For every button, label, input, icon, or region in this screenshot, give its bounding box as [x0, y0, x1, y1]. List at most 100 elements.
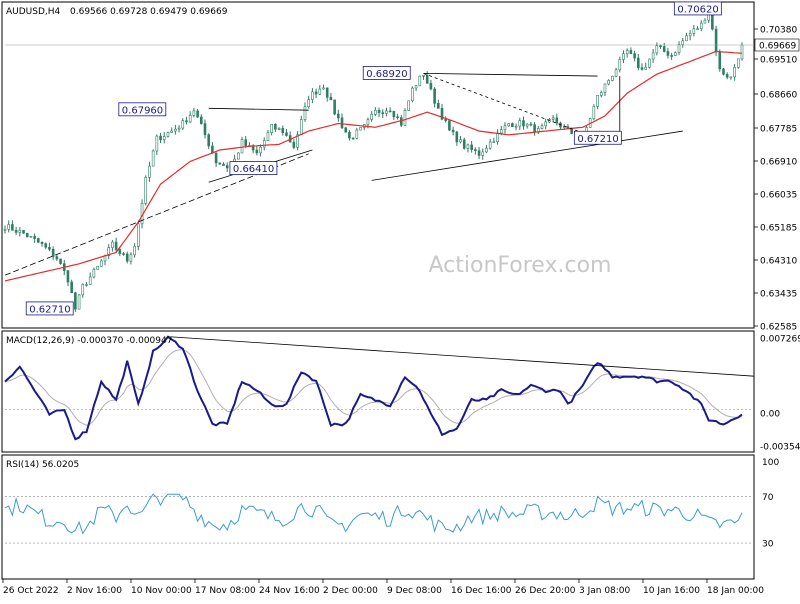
- candle-body: [111, 241, 114, 249]
- x-tick-label: 26 Oct 2022: [3, 586, 59, 596]
- candle-body: [337, 113, 340, 119]
- candle-body: [70, 281, 73, 293]
- candle-body: [151, 150, 155, 167]
- candle-body: [722, 68, 725, 75]
- rsi-layer: [4, 493, 754, 544]
- candle-body: [48, 246, 51, 250]
- candle-body: [277, 128, 281, 130]
- y-tick-label: 0.65185: [760, 224, 797, 234]
- candle-body: [681, 40, 685, 45]
- macd-signal-line: [4, 349, 743, 426]
- candle-body: [677, 44, 681, 54]
- candle-body: [359, 127, 362, 131]
- candle-body: [166, 132, 170, 137]
- candle-body: [699, 22, 703, 29]
- price-annotation-box: [25, 301, 74, 316]
- axis-layer: 0.70380 0.69510 0.68660 0.67785 0.66910 0.660…: [2, 26, 800, 596]
- candle-body: [192, 110, 196, 116]
- candle-body: [18, 230, 22, 233]
- candle-body: [481, 151, 485, 156]
- candle-body: [492, 141, 496, 143]
- candle-body: [333, 99, 336, 115]
- candle-body: [303, 106, 307, 120]
- sma-line: [4, 50, 743, 282]
- candle-body: [44, 243, 48, 248]
- candle-body: [525, 123, 529, 127]
- candle-body: [88, 276, 92, 285]
- candle-body: [736, 58, 740, 68]
- candle-body: [659, 45, 662, 48]
- x-tick-label: 26 Dec 20:00: [515, 586, 576, 596]
- candle-body: [55, 256, 59, 260]
- candle-body: [370, 114, 373, 120]
- candle-body: [325, 87, 329, 98]
- candle-body: [403, 110, 407, 126]
- x-tick-label: 24 Nov 16:00: [259, 586, 320, 596]
- candle-body: [225, 165, 229, 169]
- candle-body: [618, 59, 622, 71]
- candle-body: [96, 266, 99, 270]
- candle-body: [696, 28, 699, 30]
- candle-body: [125, 253, 129, 262]
- x-tick-label: 9 Dec 08:00: [387, 586, 442, 596]
- y-tick-label: 0.70380: [760, 26, 797, 36]
- candle-body: [733, 67, 736, 78]
- candle-body: [85, 284, 88, 286]
- rsi-y-tick-label: 100: [762, 458, 779, 468]
- candle-body: [399, 117, 403, 126]
- candle-body: [540, 125, 544, 129]
- candle-body: [407, 100, 410, 111]
- y-tick-label: 0.63435: [760, 290, 797, 300]
- candle-body: [122, 253, 125, 255]
- candle-body: [381, 112, 385, 114]
- price-annotation-label: 0.62710: [29, 304, 70, 315]
- candle-body: [262, 140, 266, 148]
- candle-body: [607, 80, 610, 85]
- candle-body: [729, 76, 733, 79]
- candle-body: [414, 85, 418, 89]
- candle-body: [740, 44, 744, 60]
- candle-body: [148, 165, 151, 178]
- candle-body: [411, 87, 414, 102]
- candle-body: [274, 123, 277, 130]
- candle-body: [651, 52, 655, 60]
- rsi-y-tick-label: 30: [762, 540, 774, 550]
- candle-body: [644, 66, 648, 70]
- candle-body: [388, 110, 392, 113]
- candle-body: [640, 67, 644, 70]
- candle-body: [511, 123, 514, 127]
- candle-body: [437, 103, 440, 109]
- candle-body: [296, 134, 299, 148]
- candle-body: [529, 123, 533, 126]
- rsi-y-tick-label: 70: [762, 493, 774, 503]
- candle-body: [114, 241, 118, 250]
- candle-body: [596, 95, 599, 107]
- candle-body: [444, 118, 448, 121]
- candle-body: [203, 123, 207, 136]
- candle-body: [655, 45, 659, 54]
- rsi-line: [4, 493, 743, 535]
- candle-body: [440, 108, 444, 120]
- candle-body: [14, 230, 18, 233]
- candle-body: [703, 19, 707, 24]
- candle-body: [144, 177, 148, 204]
- candle-body: [629, 50, 633, 54]
- candle-body: [188, 114, 192, 123]
- candle-body: [318, 88, 322, 95]
- candle-body: [518, 120, 522, 127]
- candle-body: [162, 136, 166, 141]
- candle-body: [137, 223, 140, 247]
- candle-body: [633, 53, 636, 59]
- candle-body: [66, 270, 70, 283]
- candle-body: [611, 75, 614, 81]
- candle-body: [396, 116, 399, 119]
- candle-body: [207, 134, 210, 147]
- price-panel-frame: [1, 1, 755, 329]
- candle-body: [281, 128, 285, 134]
- candle-body: [448, 120, 451, 131]
- macd-trendline: [171, 336, 755, 377]
- candle-body: [199, 116, 203, 124]
- candle-body: [185, 120, 188, 123]
- candle-body: [455, 131, 459, 143]
